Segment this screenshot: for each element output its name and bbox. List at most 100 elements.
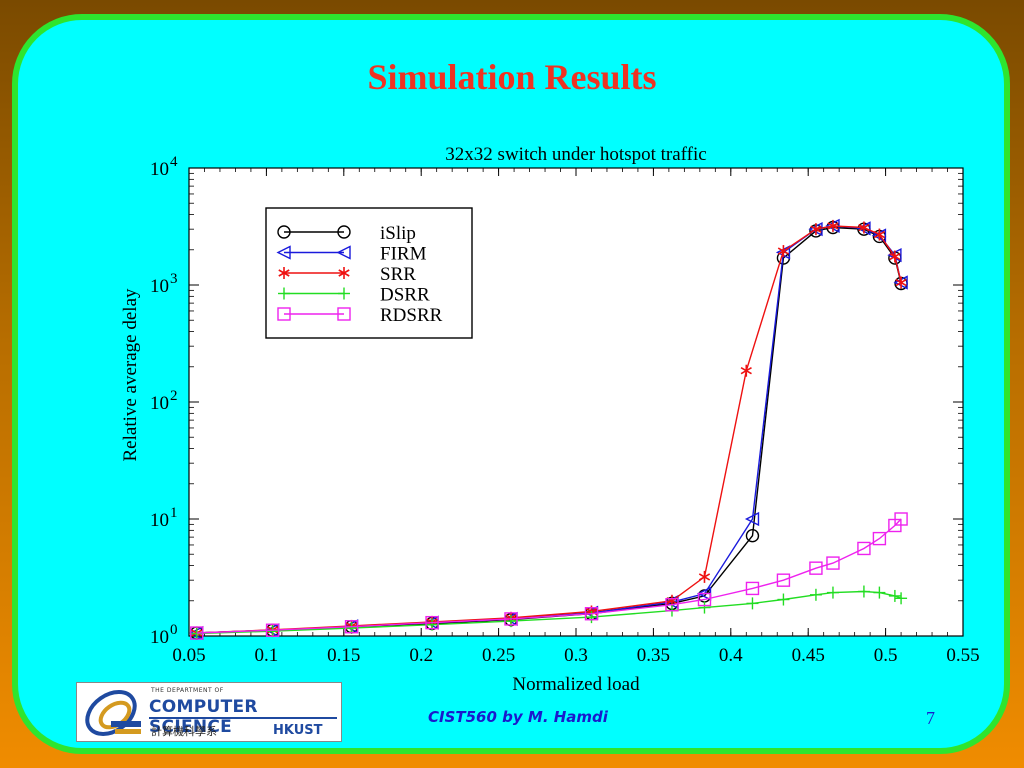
- x-tick-label: 0.4: [719, 645, 743, 666]
- x-tick-label: 0.3: [564, 645, 588, 666]
- x-tick-label: 0.05: [172, 645, 205, 666]
- legend-marker: [278, 287, 290, 300]
- legend-marker: [276, 245, 291, 260]
- data-point-srr: [740, 364, 752, 377]
- page-number: 7: [926, 708, 935, 728]
- data-point-dsrr: [266, 625, 279, 638]
- data-point-srr: [858, 221, 870, 234]
- x-tick-label: 0.15: [327, 645, 360, 666]
- chart-title: 32x32 switch under hotspot traffic: [445, 144, 706, 165]
- y-tick-exponent: 0: [170, 622, 178, 638]
- y-tick-exponent: 4: [170, 154, 178, 170]
- y-tick-exponent: 3: [170, 271, 178, 287]
- legend-label: iSlip: [380, 223, 416, 244]
- legend-marker: [278, 267, 290, 279]
- legend-marker: [337, 225, 351, 239]
- legend-item-srr: SRR: [278, 264, 416, 285]
- legend-marker: [337, 307, 351, 321]
- data-point-dsrr: [857, 585, 870, 598]
- legend-item-firm: FIRM: [276, 244, 427, 265]
- x-tick-label: 0.5: [874, 645, 898, 666]
- series-line-dsrr: [196, 590, 902, 635]
- y-tick-exponent: 2: [170, 388, 178, 404]
- data-point-dsrr: [888, 589, 901, 602]
- legend-marker: [336, 245, 351, 260]
- data-point-rdsrr: [190, 626, 204, 640]
- logo-chinese-name: 計算機科學系: [151, 725, 217, 738]
- logo-divider: [149, 717, 337, 719]
- legend-item-islip: iSlip: [277, 223, 416, 244]
- data-point-srr: [777, 245, 790, 258]
- legend-marker: [338, 267, 350, 279]
- x-axis-label: Normalized load: [512, 674, 640, 695]
- y-tick-label: 10: [150, 510, 169, 531]
- data-point-rdsrr: [894, 512, 908, 526]
- data-point-rdsrr: [425, 615, 439, 630]
- data-point-dsrr: [809, 588, 822, 601]
- x-tick-label: 0.35: [637, 645, 670, 666]
- footer-credit: CIST560 by M. Hamdi: [428, 708, 608, 726]
- data-point-rdsrr: [665, 598, 679, 612]
- data-point-srr: [827, 219, 839, 232]
- legend-label: RDSRR: [380, 305, 443, 326]
- x-tick-label: 0.55: [946, 645, 979, 666]
- data-point-srr: [889, 250, 901, 263]
- data-point-srr: [873, 228, 886, 241]
- data-point-srr: [895, 276, 907, 289]
- legend-item-dsrr: DSRR: [278, 285, 430, 306]
- x-tick-label: 0.25: [482, 645, 515, 666]
- y-tick-label: 10: [150, 393, 169, 414]
- axis-ticks: 0.05 0.1 0.15 0.2 0.25 0.3 0.35 0.4 0.45 0.5 0.55 1…: [150, 154, 980, 666]
- legend-label: FIRM: [380, 244, 427, 265]
- data-point-rdsrr: [504, 612, 518, 626]
- y-tick-exponent: 1: [170, 505, 178, 521]
- legend-marker: [277, 307, 291, 321]
- logo-name: COMPUTER SCIENCE: [149, 697, 258, 737]
- data-point-dsrr: [895, 592, 908, 605]
- data-point-firm: [744, 511, 760, 527]
- y-tick-label: 10: [150, 276, 169, 297]
- data-point-srr: [810, 223, 822, 236]
- series-dsrr: [190, 585, 908, 640]
- series-line-rdsrr: [196, 518, 902, 634]
- data-point-srr: [698, 570, 711, 583]
- data-point-islip: [745, 528, 760, 543]
- legend-marker: [338, 287, 350, 300]
- data-point-rdsrr: [857, 541, 871, 556]
- data-point-rdsrr: [776, 573, 791, 587]
- data-point-rdsrr: [265, 623, 280, 637]
- y-tick-label: 10: [150, 627, 169, 648]
- x-tick-label: 0.1: [255, 645, 279, 666]
- data-point-dsrr: [777, 593, 790, 606]
- legend-marker: [277, 225, 291, 239]
- data-point-rdsrr: [809, 561, 823, 575]
- hkust-emblem-icon: [85, 690, 141, 736]
- x-tick-label: 0.45: [792, 645, 825, 666]
- data-point-dsrr: [826, 586, 839, 599]
- legend-label: DSRR: [380, 285, 430, 306]
- data-point-rdsrr: [697, 592, 712, 607]
- department-logo: THE DEPARTMENT OF COMPUTER SCIENCE 計算機科學…: [76, 682, 342, 742]
- data-point-dsrr: [345, 622, 358, 635]
- series-rdsrr: [190, 512, 908, 640]
- legend-label: SRR: [380, 264, 416, 285]
- data-point-rdsrr: [872, 531, 887, 546]
- data-point-dsrr: [746, 597, 759, 610]
- slide-title: Simulation Results: [367, 57, 657, 97]
- data-point-rdsrr: [745, 581, 760, 596]
- y-tick-label: 10: [150, 159, 169, 180]
- legend-item-rdsrr: RDSRR: [277, 305, 443, 326]
- series-layer: [189, 218, 908, 641]
- data-point-rdsrr: [344, 620, 359, 634]
- logo-school: HKUST: [273, 723, 323, 738]
- logo-department-line: THE DEPARTMENT OF: [151, 687, 224, 694]
- data-point-rdsrr: [826, 556, 840, 570]
- data-point-dsrr: [698, 601, 711, 614]
- series-line-srr: [196, 225, 902, 634]
- data-point-rdsrr: [584, 607, 599, 621]
- data-point-dsrr: [873, 586, 886, 599]
- y-axis-label: Relative average delay: [120, 288, 141, 462]
- x-tick-label: 0.2: [409, 645, 433, 666]
